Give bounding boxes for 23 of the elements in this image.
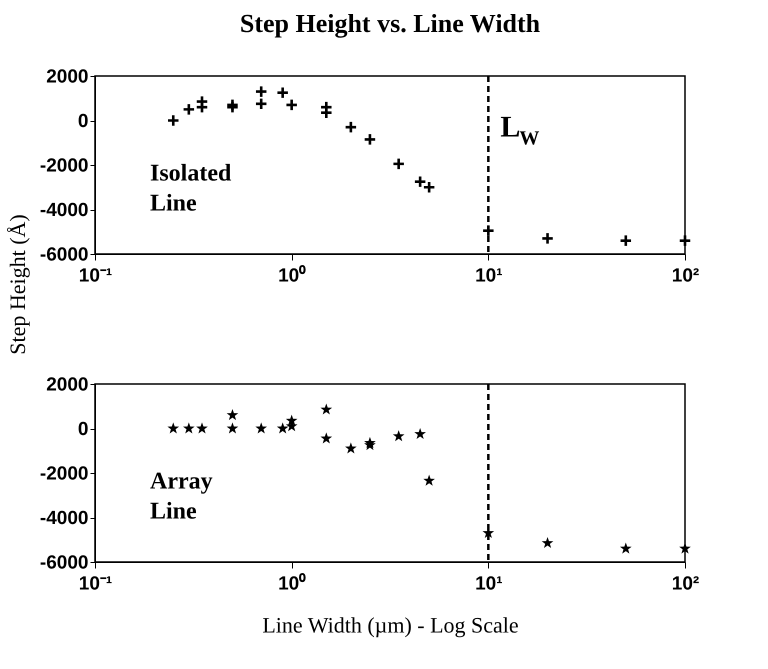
y-tick-label: -4000 bbox=[40, 508, 88, 529]
y-tick-label: 0 bbox=[78, 419, 88, 440]
chart-title: Step Height vs. Line Width bbox=[240, 9, 541, 38]
y-tick-label: -6000 bbox=[40, 552, 88, 574]
y-tick-label: 2000 bbox=[46, 374, 88, 396]
y-tick-label: -2000 bbox=[40, 464, 88, 484]
x-tick-label: 10⁰ bbox=[278, 572, 306, 594]
y-tick-label: -4000 bbox=[40, 200, 88, 221]
x-tick-label: 10¹ bbox=[475, 574, 503, 594]
x-tick-label: 10² bbox=[672, 266, 700, 286]
x-tick-label: 10⁰ bbox=[278, 264, 306, 286]
y-tick-label: -2000 bbox=[40, 156, 88, 176]
x-tick-label: 10² bbox=[672, 574, 700, 594]
y-tick-label: 2000 bbox=[46, 66, 88, 88]
x-tick-label: 10⁻¹ bbox=[78, 266, 112, 286]
y-axis-title: Step Height (Å) bbox=[4, 214, 30, 355]
x-tick-label: 10⁻¹ bbox=[78, 574, 112, 594]
x-axis-title: Line Width (µm) - Log Scale bbox=[262, 612, 519, 638]
annotation: Array Line bbox=[150, 468, 213, 524]
annotation: Isolated Line bbox=[150, 160, 232, 216]
x-tick-label: 10¹ bbox=[475, 266, 503, 286]
y-tick-label: 0 bbox=[78, 111, 88, 132]
y-tick-label: -6000 bbox=[40, 244, 88, 266]
